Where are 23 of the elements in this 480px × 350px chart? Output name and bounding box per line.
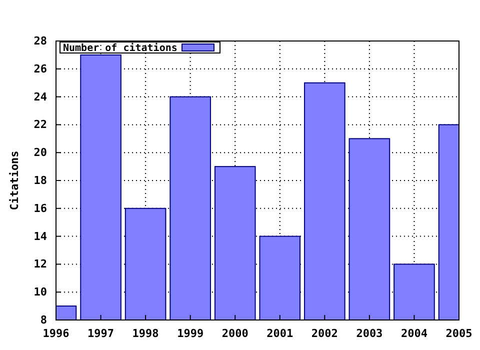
x-tick-label: 2005: [446, 326, 472, 340]
x-tick-label: 1999: [177, 326, 204, 340]
x-tick-label: 2004: [400, 326, 428, 340]
y-tick-label: 26: [34, 62, 48, 76]
y-tick-label: 16: [34, 202, 48, 215]
x-tick-label: 2002: [311, 326, 338, 340]
x-tick-label: 1997: [88, 326, 114, 340]
y-tick-label: 12: [34, 258, 47, 271]
y-tick-label: 10: [34, 286, 47, 299]
x-tick-label: 2000: [222, 326, 248, 340]
y-tick-label: 14: [34, 230, 48, 243]
x-tick-label: 1996: [42, 326, 70, 340]
y-tick-label: 20: [34, 146, 47, 160]
y-tick-label: 18: [34, 174, 47, 188]
y-tick-label: 22: [34, 118, 47, 132]
x-tick-label: 2003: [356, 326, 383, 340]
x-tick-label: 1998: [132, 326, 159, 340]
x-tick-label: 2001: [266, 326, 294, 340]
y-tick-label: 28: [34, 34, 47, 48]
y-axis-title: Citations: [8, 150, 21, 210]
legend-label: Number of citations: [63, 42, 178, 54]
y-tick-label: 24: [34, 90, 48, 104]
y-tick-label: 8: [40, 314, 47, 327]
